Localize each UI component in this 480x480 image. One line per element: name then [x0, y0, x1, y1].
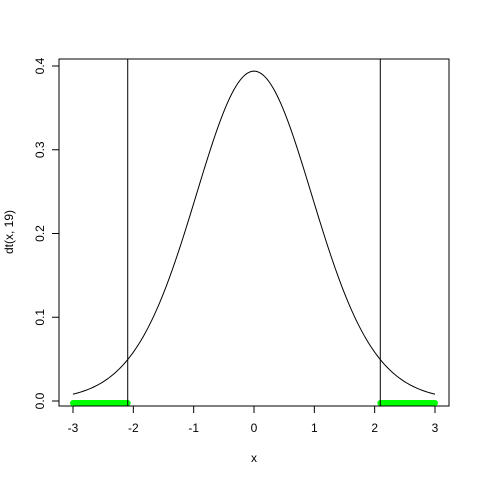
plot-frame	[58, 58, 450, 407]
x-axis: -3 -2 -1 0 1 2 3	[68, 405, 439, 435]
x-tick-label: 3	[432, 421, 439, 435]
x-tick-label: 1	[311, 421, 318, 435]
y-axis: 0.0 0.1 0.2 0.3 0.4	[33, 57, 60, 409]
y-tick-label: 0.0	[33, 392, 47, 409]
y-tick-label: 0.3	[33, 141, 47, 158]
y-tick-label: 0.1	[33, 309, 47, 326]
x-tick-label: 0	[251, 421, 258, 435]
y-axis-title: dt(x, 19)	[2, 210, 16, 254]
x-tick-label: -2	[128, 421, 139, 435]
x-tick-label: -3	[68, 421, 79, 435]
y-tick-label: 0.2	[33, 225, 47, 242]
y-tick-label: 0.4	[33, 57, 47, 74]
critical-value-lines	[127, 59, 381, 406]
x-tick-label: -1	[188, 421, 199, 435]
density-curve	[72, 70, 436, 395]
x-tick-label: 2	[371, 421, 378, 435]
x-axis-title: x	[251, 451, 257, 465]
